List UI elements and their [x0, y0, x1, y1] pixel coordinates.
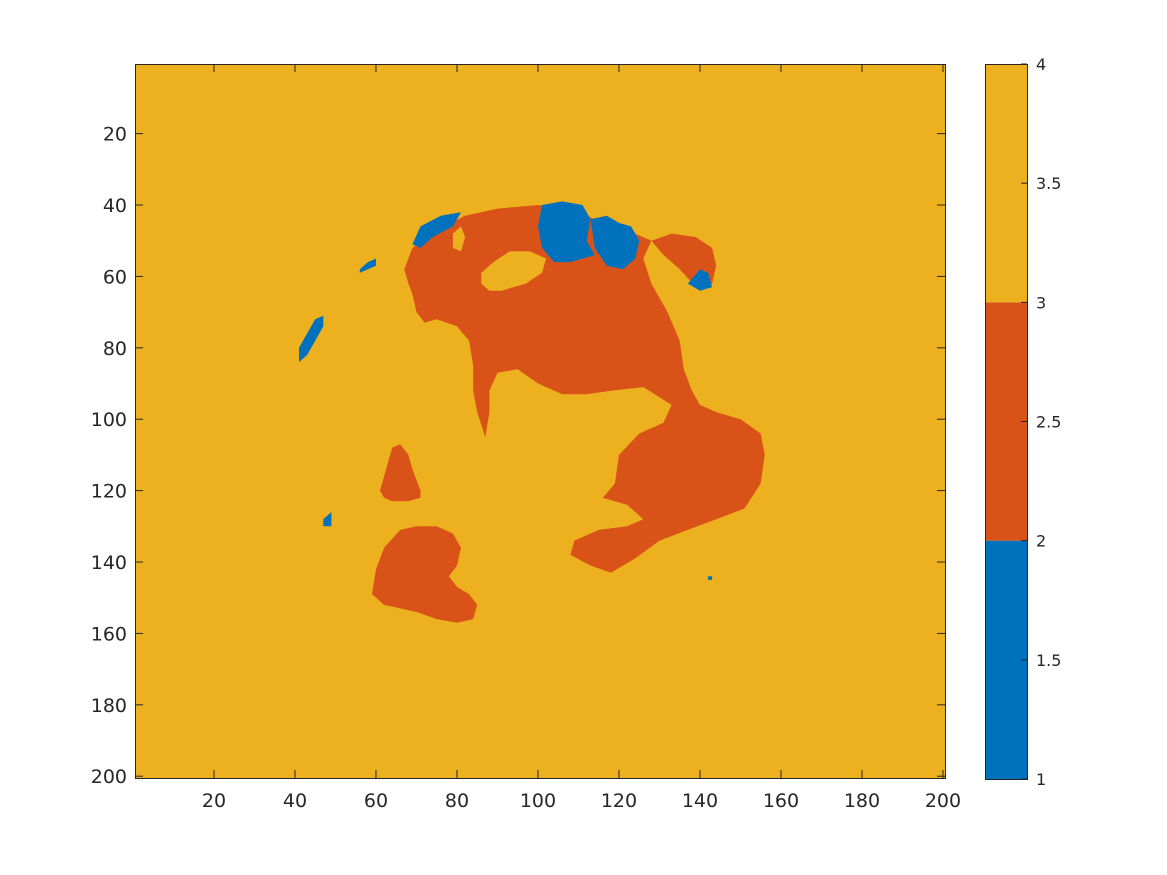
- colorbar-band-2: [985, 64, 1027, 303]
- colorbar-tick-label: 4: [1036, 55, 1046, 74]
- heatmap-regions: [299, 201, 765, 623]
- y-tick-label: 160: [91, 623, 127, 645]
- x-tick-label: 100: [520, 790, 556, 812]
- heatmap-background: [135, 64, 945, 778]
- heatmap-region-3: [371, 526, 478, 623]
- colorbar-band-0: [985, 540, 1027, 779]
- y-tick-label: 20: [103, 124, 127, 146]
- y-tick-label: 40: [103, 195, 127, 217]
- heatmap-region-2: [380, 444, 421, 502]
- y-tick-label: 180: [91, 695, 127, 717]
- colorbar-tick-label: 1: [1036, 770, 1046, 789]
- colorbar-tick-label: 2.5: [1036, 413, 1061, 432]
- x-tick-label: 180: [844, 790, 880, 812]
- x-axis: 20 40 60 80 100 120 140 160 180 200: [202, 64, 961, 812]
- x-tick-label: 200: [925, 790, 961, 812]
- x-tick-label: 160: [763, 790, 799, 812]
- plot-area: [135, 64, 946, 779]
- heatmap-region-12: [708, 576, 713, 580]
- x-tick-label: 140: [682, 790, 718, 812]
- colorbar: 1 1.5 2 2.5 3 3.5 4: [985, 55, 1061, 789]
- heatmap-region-7: [412, 212, 461, 248]
- y-axis: 20 40 60 80 100 120 140 160 180 200: [91, 124, 945, 788]
- heatmap-region-11: [687, 269, 713, 291]
- heatmap-region-6: [538, 201, 595, 263]
- y-tick-label: 120: [91, 481, 127, 503]
- colorbar-tick-label: 3: [1036, 293, 1046, 312]
- heatmap-region-13: [590, 215, 640, 270]
- heatmap-region-5: [452, 226, 466, 252]
- x-tick-label: 40: [283, 790, 307, 812]
- heatmap-region-10: [323, 512, 332, 527]
- y-tick-label: 80: [103, 338, 127, 360]
- x-tick-label: 80: [445, 790, 469, 812]
- heatmap-region-0: [404, 205, 765, 573]
- y-tick-label: 200: [91, 766, 127, 788]
- colorbar-tick-label: 2: [1036, 532, 1046, 551]
- heatmap-region-9: [299, 315, 324, 363]
- x-tick-label: 120: [601, 790, 637, 812]
- x-tick-label: 60: [364, 790, 388, 812]
- heatmap-region-8: [359, 258, 376, 273]
- y-tick-label: 60: [103, 266, 127, 288]
- y-tick-label: 140: [91, 552, 127, 574]
- x-tick-label: 20: [202, 790, 226, 812]
- colorbar-tick-label: 3.5: [1036, 174, 1061, 193]
- plot-frame: [135, 64, 946, 779]
- colorbar-frame: [985, 64, 1028, 780]
- colorbar-band-1: [985, 302, 1027, 541]
- colorbar-tick-label: 1.5: [1036, 651, 1061, 670]
- y-tick-label: 100: [91, 409, 127, 431]
- heatmap-region-4: [481, 251, 547, 291]
